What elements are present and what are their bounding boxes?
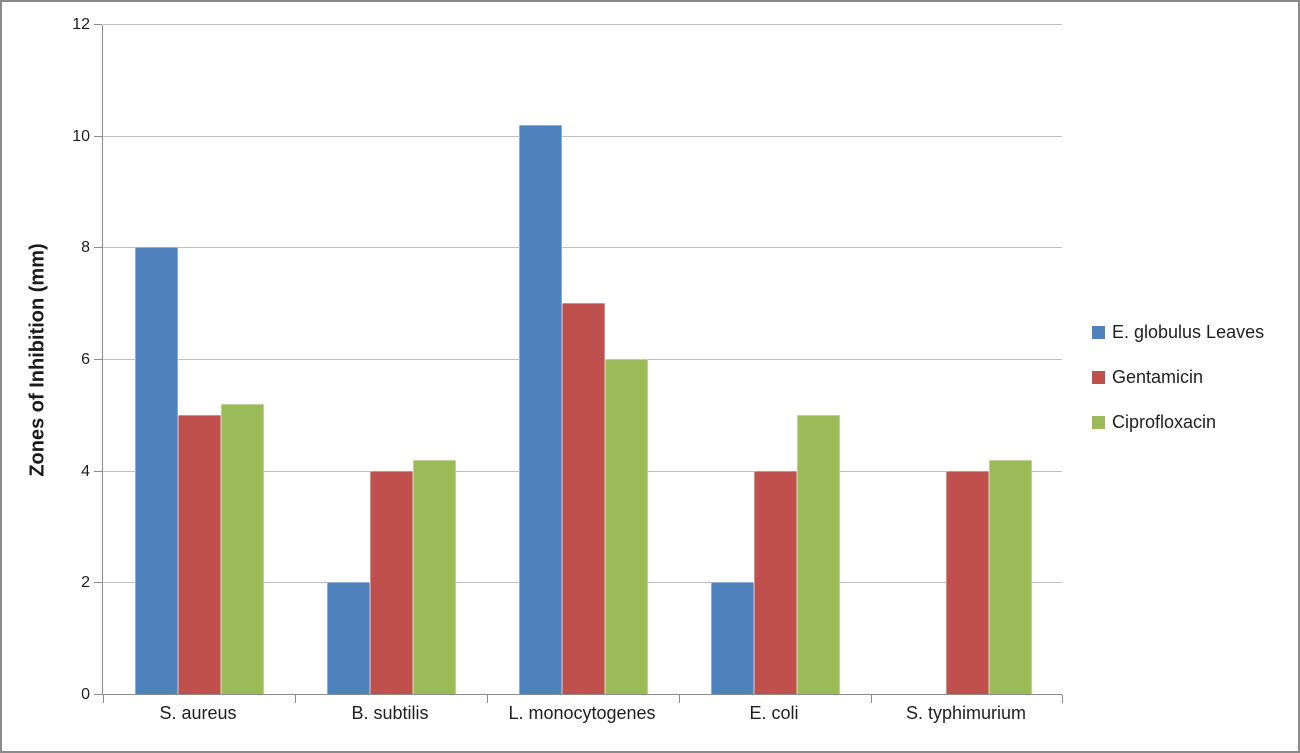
bar <box>604 359 648 694</box>
bar <box>518 124 562 694</box>
bar-group <box>295 25 487 694</box>
legend-swatch <box>1092 326 1105 339</box>
bar-group <box>679 25 871 694</box>
bar <box>988 459 1032 694</box>
x-axis-tick <box>1062 695 1063 703</box>
y-axis-tick <box>94 135 102 137</box>
y-axis-tick <box>94 582 102 584</box>
gridline <box>103 247 1062 249</box>
bar <box>561 303 605 694</box>
x-axis-labels: S. aureus B. subtilis L. monocytogenes E. c… <box>102 703 1062 733</box>
legend-label: E. globulus Leaves <box>1112 322 1265 342</box>
legend-swatch <box>1092 371 1105 384</box>
bar <box>220 403 264 694</box>
x-axis-tick <box>871 695 872 703</box>
legend-item: Gentamicin <box>1092 367 1264 388</box>
bar <box>177 414 221 694</box>
x-axis-tick <box>103 695 104 703</box>
bar <box>753 470 797 694</box>
x-axis-tick <box>295 695 296 703</box>
x-category-label: S. aureus <box>159 703 237 723</box>
y-axis-tick <box>94 359 102 360</box>
legend-label: Gentamicin <box>1112 367 1204 387</box>
bar-group <box>487 25 679 694</box>
y-tick-label: 4 <box>81 462 90 480</box>
bar <box>326 582 370 694</box>
x-category-label: B. subtilis <box>351 703 429 723</box>
y-tick-label: 10 <box>72 127 90 145</box>
bar <box>945 470 989 694</box>
y-axis-tick <box>94 694 102 695</box>
y-axis-tick-labels: 0 2 4 6 8 10 12 <box>2 2 90 751</box>
x-category-label: E. coli <box>749 703 799 723</box>
bar-group <box>871 25 1063 694</box>
bar <box>134 247 178 694</box>
bar <box>710 582 754 694</box>
gridline <box>103 24 1062 25</box>
x-category-label: S. typhimurium <box>905 703 1027 723</box>
x-category-label: L. monocytogenes <box>508 703 656 723</box>
legend-item: E. globulus Leaves <box>1092 322 1264 343</box>
y-axis-tick <box>94 247 102 249</box>
bar <box>796 414 840 694</box>
y-axis-tick <box>94 24 102 25</box>
legend-item: Ciprofloxacin <box>1092 412 1264 433</box>
y-tick-label: 0 <box>81 686 90 703</box>
x-axis-tick <box>487 695 488 703</box>
bar <box>412 459 456 694</box>
plot-area <box>94 24 1063 703</box>
y-tick-label: 12 <box>72 16 90 33</box>
y-tick-label: 6 <box>81 351 90 368</box>
y-tick-label: 8 <box>81 239 90 257</box>
legend: E. globulus Leaves Gentamicin Ciprofloxaci… <box>1092 322 1264 433</box>
legend-label: Ciprofloxacin <box>1112 412 1217 432</box>
legend-swatch <box>1092 416 1105 429</box>
y-tick-label: 2 <box>81 574 90 592</box>
x-axis-tick <box>679 695 680 703</box>
bar-group <box>103 25 295 694</box>
y-axis-tick <box>94 470 102 472</box>
bar <box>369 470 413 694</box>
gridline <box>103 135 1062 137</box>
